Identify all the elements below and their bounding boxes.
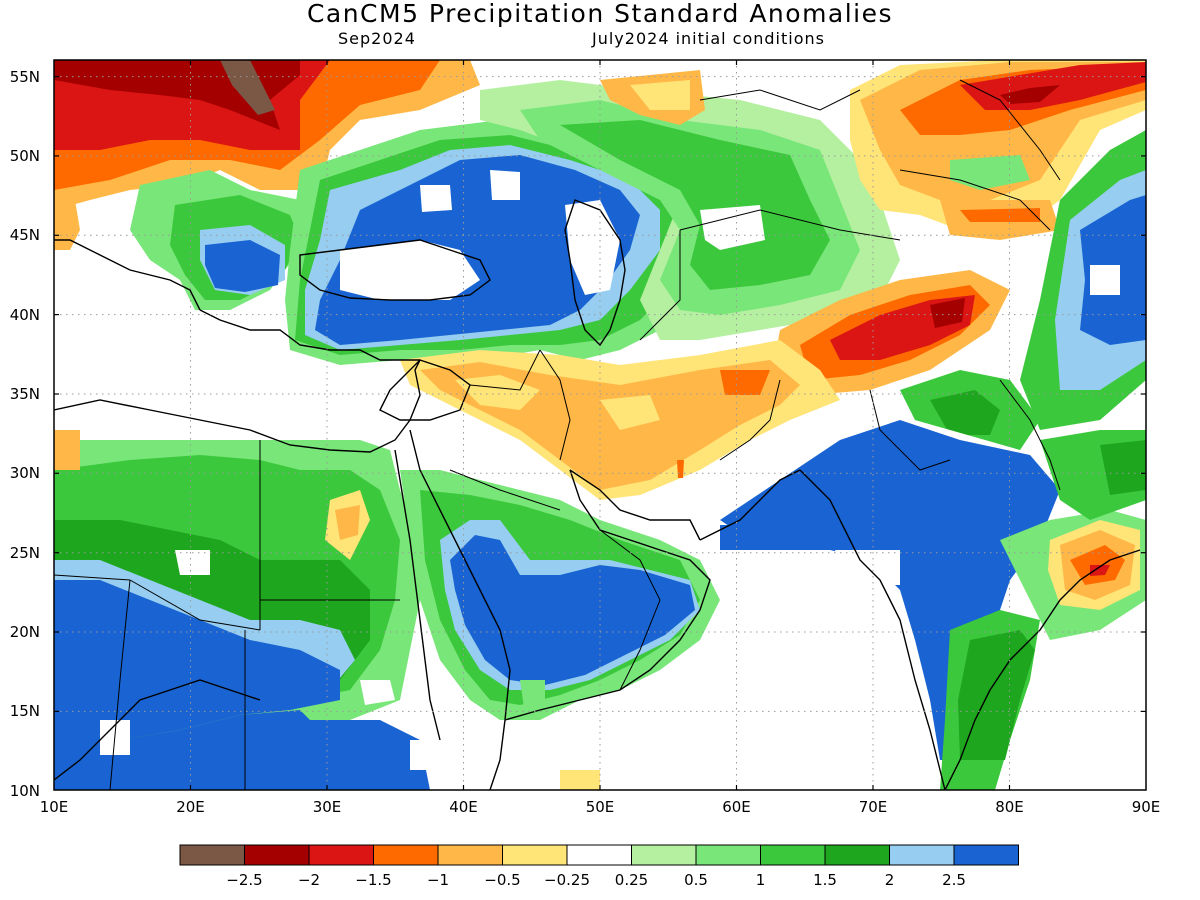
colorbar-swatch xyxy=(244,844,310,866)
colorbar-swatch xyxy=(373,844,439,866)
colorbar-swatch xyxy=(308,844,374,866)
colorbar-swatch xyxy=(502,844,568,866)
lat-label-35n: 35N xyxy=(10,385,40,403)
lon-label-10e: 10E xyxy=(40,798,69,816)
gridlines xyxy=(54,60,1146,790)
colorbar-tick-label: 2 xyxy=(885,871,895,889)
colorbar-tick-label: 1 xyxy=(756,871,766,889)
colorbar-tick-label: −2 xyxy=(298,871,320,889)
colorbar-tick-label: −2.5 xyxy=(226,871,262,889)
colorbar-swatch xyxy=(566,844,632,866)
lon-label-20e: 20E xyxy=(176,798,205,816)
lon-ticks xyxy=(189,60,1011,790)
colorbar xyxy=(179,844,1019,866)
colorbar-swatch xyxy=(824,844,890,866)
lat-label-15n: 15N xyxy=(10,702,40,720)
lat-ticks xyxy=(54,75,1146,713)
lon-label-60e: 60E xyxy=(722,798,751,816)
lat-label-50n: 50N xyxy=(10,147,40,165)
lon-label-50e: 50E xyxy=(586,798,615,816)
lat-label-55n: 55N xyxy=(10,68,40,86)
coastlines xyxy=(54,199,1141,790)
lat-label-25n: 25N xyxy=(10,544,40,562)
lon-label-70e: 70E xyxy=(859,798,888,816)
colorbar-tick-label: 1.5 xyxy=(813,871,837,889)
lat-label-10n: 10N xyxy=(10,782,40,800)
colorbar-tick-label: 0.5 xyxy=(684,871,708,889)
map-title: CanCM5 Precipitation Standard Anomalies xyxy=(306,0,894,28)
colorbar-swatch xyxy=(760,844,826,866)
lon-label-80e: 80E xyxy=(995,798,1024,816)
colorbar-swatch xyxy=(179,844,245,866)
colorbar-tick-label: 2.5 xyxy=(942,871,966,889)
lat-label-20n: 20N xyxy=(10,623,40,641)
lat-label-45n: 45N xyxy=(10,226,40,244)
colorbar-swatch xyxy=(695,844,761,866)
lon-label-30e: 30E xyxy=(313,798,342,816)
lat-labels: 55N 50N 45N 40N 35N 30N 25N 20N 15N 10N xyxy=(10,68,40,800)
colorbar-swatch xyxy=(437,844,503,866)
anomaly-field xyxy=(54,60,1146,790)
colorbar-swatch xyxy=(953,844,1019,866)
lat-label-30n: 30N xyxy=(10,464,40,482)
colorbar-swatch xyxy=(889,844,955,866)
lon-label-40e: 40E xyxy=(449,798,478,816)
colorbar-labels: −2.5 −2 −1.5 −1 −0.5 −0.25 0.25 0.5 1 1.5 2 2.5 xyxy=(226,871,966,889)
lon-label-90e: 90E xyxy=(1132,798,1161,816)
initial-conditions-label: July2024 initial conditions xyxy=(592,29,825,48)
colorbar-tick-label: −1 xyxy=(427,871,449,889)
valid-month-label: Sep2024 xyxy=(338,29,416,48)
colorbar-tick-label: 0.25 xyxy=(615,871,648,889)
lat-label-40n: 40N xyxy=(10,306,40,324)
lon-labels: 10E 20E 30E 40E 50E 60E 70E 80E 90E xyxy=(40,798,1161,816)
colorbar-swatch xyxy=(631,844,697,866)
colorbar-tick-label: −0.25 xyxy=(544,871,590,889)
colorbar-tick-label: −0.5 xyxy=(484,871,520,889)
colorbar-tick-label: −1.5 xyxy=(355,871,391,889)
